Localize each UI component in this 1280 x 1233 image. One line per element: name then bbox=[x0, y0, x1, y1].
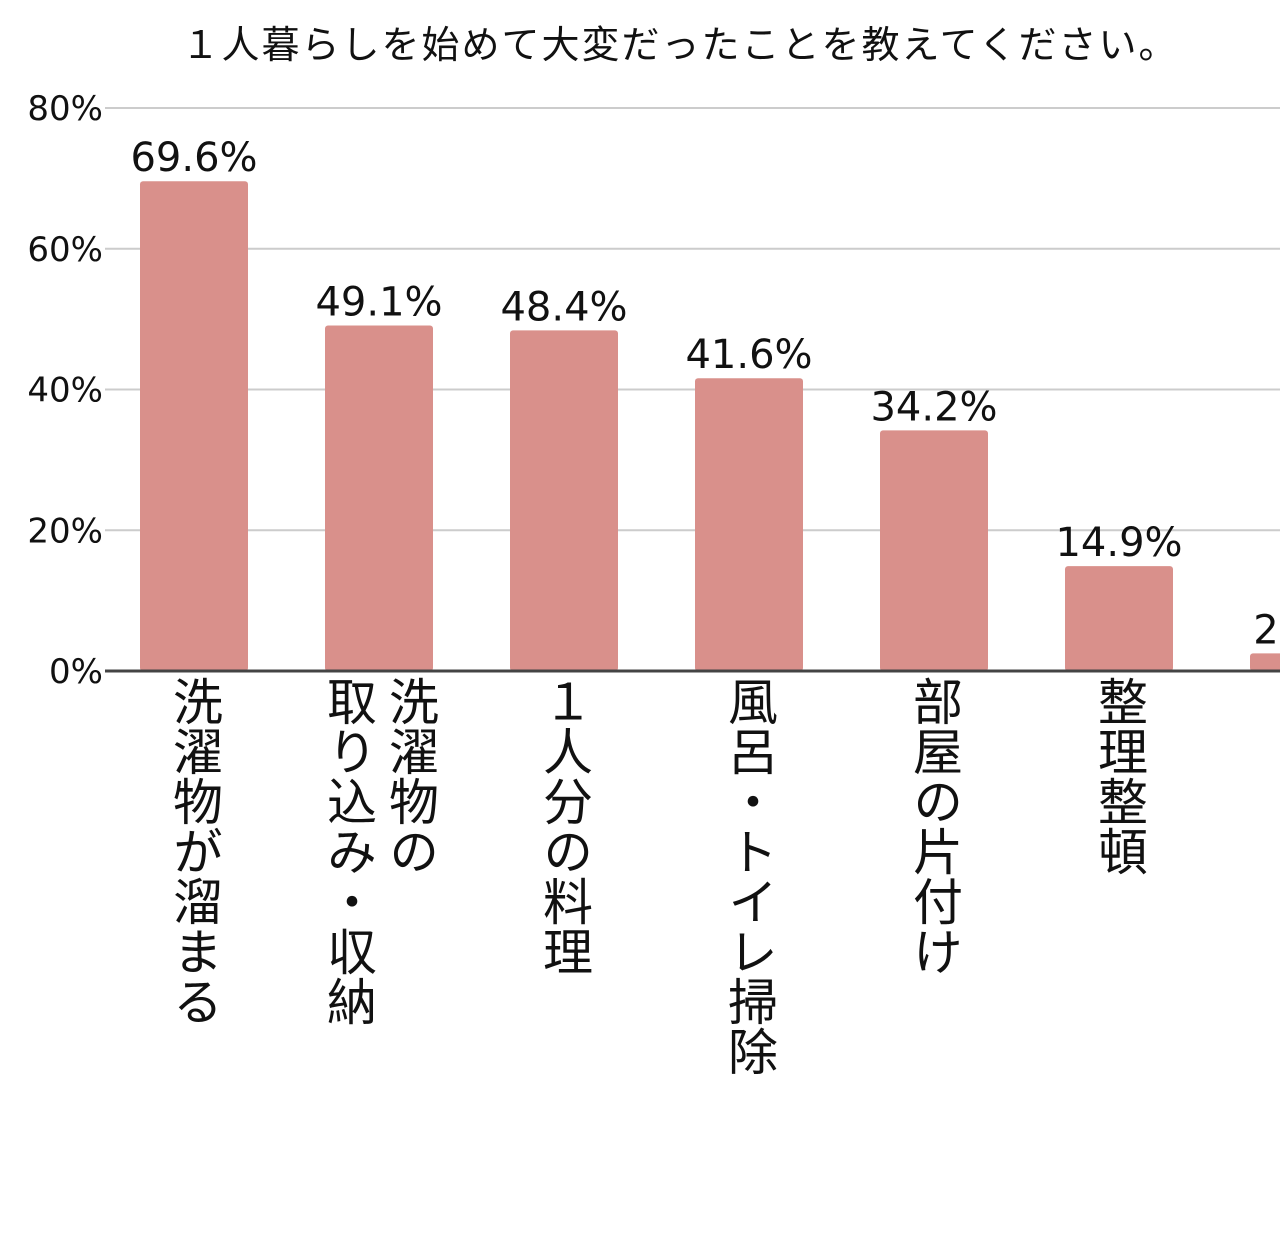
category-label: 洗濯物の 取り込み・収納 bbox=[319, 676, 439, 1026]
category-label: 部屋の片付け bbox=[905, 676, 963, 976]
y-axis-ticks: 0% 20% 40% 60% 80% bbox=[27, 89, 103, 692]
bars bbox=[140, 181, 1280, 671]
value-label: 69.6% bbox=[130, 135, 257, 181]
bar bbox=[1250, 653, 1280, 671]
bar bbox=[140, 181, 248, 671]
bar bbox=[695, 378, 803, 671]
y-tick-label: 0% bbox=[49, 652, 103, 692]
bar bbox=[510, 330, 618, 671]
chart-title: １人暮らしを始めて大変だったことを教えてください。 bbox=[181, 23, 1179, 67]
category-label: 洗濯物が溜まる bbox=[165, 676, 223, 1026]
y-tick-label: 80% bbox=[27, 89, 103, 129]
value-labels: 69.6% 49.1% 48.4% 41.6% 34.2% 14.9% 2.5% bbox=[130, 135, 1280, 653]
value-label: 34.2% bbox=[870, 384, 997, 430]
category-label: １人分の料理 bbox=[535, 676, 593, 976]
gridlines bbox=[105, 107, 1280, 532]
bar bbox=[325, 325, 433, 671]
category-label: 風呂・トイレ掃除 bbox=[720, 676, 778, 1076]
value-label: 2.5% bbox=[1253, 607, 1280, 653]
y-tick-label: 60% bbox=[27, 230, 103, 270]
bar bbox=[1065, 566, 1173, 671]
y-tick-label: 20% bbox=[27, 511, 103, 551]
category-label: その他 bbox=[1275, 676, 1280, 826]
value-label: 49.1% bbox=[315, 279, 442, 325]
value-label: 41.6% bbox=[685, 332, 812, 378]
value-label: 14.9% bbox=[1055, 520, 1182, 566]
value-label: 48.4% bbox=[500, 284, 627, 330]
bar bbox=[880, 430, 988, 671]
y-tick-label: 40% bbox=[27, 371, 103, 411]
category-label: 整理整頓 bbox=[1090, 676, 1148, 876]
